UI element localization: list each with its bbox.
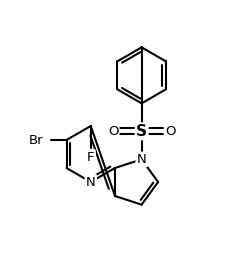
Text: S: S	[136, 124, 147, 139]
Text: O: O	[108, 125, 118, 138]
Text: F: F	[87, 150, 94, 163]
Text: Br: Br	[29, 133, 44, 147]
Text: O: O	[165, 125, 176, 138]
Text: N: N	[137, 153, 147, 166]
Text: N: N	[86, 175, 96, 188]
